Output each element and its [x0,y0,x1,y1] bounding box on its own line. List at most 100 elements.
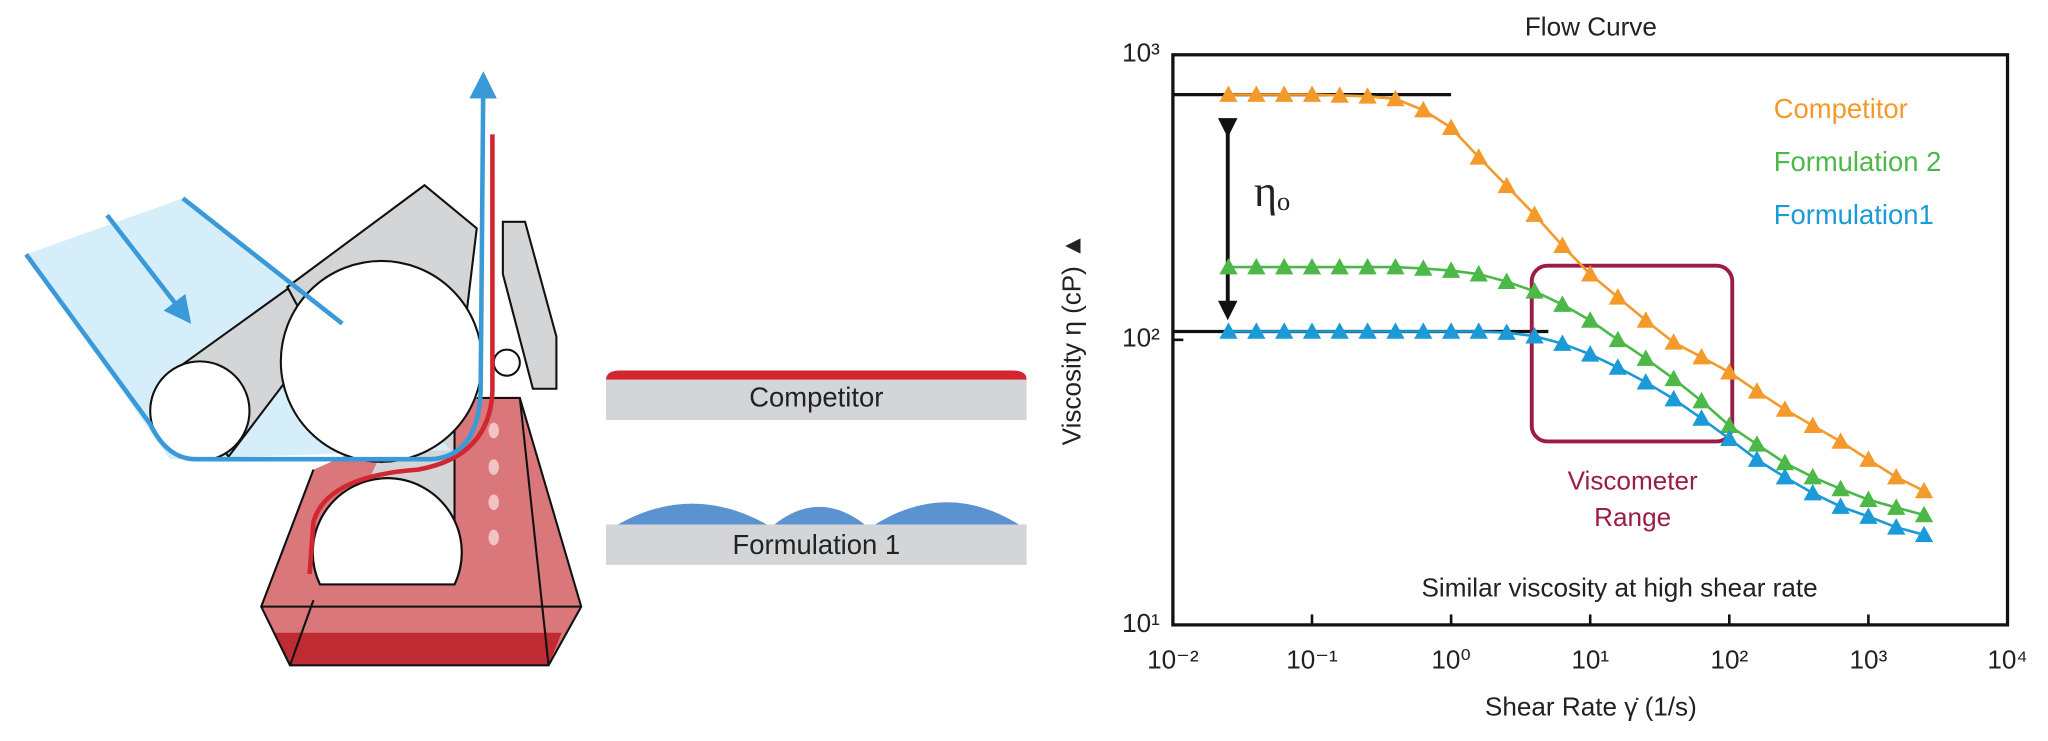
legend-entry: Formulation 2 [1774,146,1942,177]
marker [1302,257,1322,275]
marker [1803,483,1822,501]
marker [1664,333,1683,350]
marker [1330,322,1349,339]
marker [1914,481,1934,499]
marker [1497,176,1516,194]
web-edge [181,196,344,326]
marker [1441,261,1461,278]
marker [1775,467,1795,485]
marker [1664,389,1683,407]
marker [1330,86,1349,103]
marker [1525,327,1544,344]
marker [1636,311,1655,328]
marker [1636,349,1655,366]
marker [1692,391,1711,409]
marker [1247,257,1266,275]
marker [1275,322,1294,339]
marker [1692,347,1711,365]
marker [1831,479,1850,497]
marker [1803,416,1822,433]
uniform-coating [606,370,1027,380]
marker [1414,100,1433,118]
marker [1608,358,1627,375]
web-direction [105,213,192,324]
marker [1914,525,1934,543]
tray-edge [518,397,550,666]
chart-title: Flow Curve [1525,12,1657,42]
sample-label: Competitor [749,381,883,412]
x-axis-title: Shear Rate γ̇ (1/s) [1485,691,1697,721]
marker [1358,87,1377,104]
marker [1720,429,1739,446]
marker [1358,257,1377,275]
marker [1859,450,1878,467]
range-label: Viscometer [1568,466,1698,496]
x-tick-label: 10³ [1850,644,1888,674]
viscometer-range [1529,263,1735,444]
web-path [24,71,497,462]
y-tick-label: 10¹ [1122,608,1160,638]
y-tick-label: 10² [1122,323,1160,353]
marker [1720,363,1739,380]
marker [1275,257,1294,275]
tray-bottom [274,632,562,666]
marker [1775,453,1795,471]
coating-path [307,134,495,575]
marker [1469,322,1488,339]
marker [1747,435,1767,452]
marker [1302,322,1322,339]
x-tick-label: 10² [1710,644,1748,674]
eta-label: ηₒ [1254,166,1290,216]
x-tick-label: 10⁰ [1431,644,1471,674]
sample-label: Formulation 1 [732,529,900,560]
marker [1386,89,1405,107]
marker [1914,505,1934,523]
marker [1414,322,1433,339]
marker [1302,85,1322,102]
x-tick-label: 10¹ [1571,644,1609,674]
legend-entry: Formulation1 [1774,199,1934,230]
marker [1803,467,1822,485]
marker [1553,334,1572,351]
coating-diagram [24,71,1027,667]
marker [1219,85,1238,102]
marker [1525,282,1544,299]
marker [1441,118,1461,135]
marker [1747,382,1767,399]
marker [1247,85,1266,102]
marker [1219,322,1238,339]
marker [1887,467,1906,485]
drops [488,422,499,546]
marker [1469,148,1488,165]
marker [1692,409,1711,426]
marker [1469,265,1488,282]
y-axis-title: Viscosity η (cP) ▲ [1057,233,1087,445]
tray-edge [288,599,315,666]
marker [1859,507,1878,524]
marker [1497,272,1516,289]
note: Similar viscosity at high shear rate [1422,573,1818,603]
marker [1386,322,1405,339]
plot-frame [1171,53,2010,627]
legend-entry: Competitor [1774,93,1908,124]
marker [1581,265,1600,282]
x-tick-label: 10⁻¹ [1286,644,1338,674]
marker [1247,322,1266,339]
marker [1275,85,1294,102]
substrate [606,379,1027,421]
marker [1887,518,1906,535]
marker [1747,450,1767,467]
marker [1553,295,1572,312]
marker [1386,257,1405,275]
marker [1664,369,1683,387]
marker [1330,257,1349,275]
marker [1859,490,1878,507]
marker [1831,432,1850,449]
series-line [1228,330,1925,537]
marker [1608,288,1627,305]
substrate [606,524,1027,565]
marker [1414,259,1433,276]
marker [1358,322,1377,339]
marker [1775,400,1795,417]
